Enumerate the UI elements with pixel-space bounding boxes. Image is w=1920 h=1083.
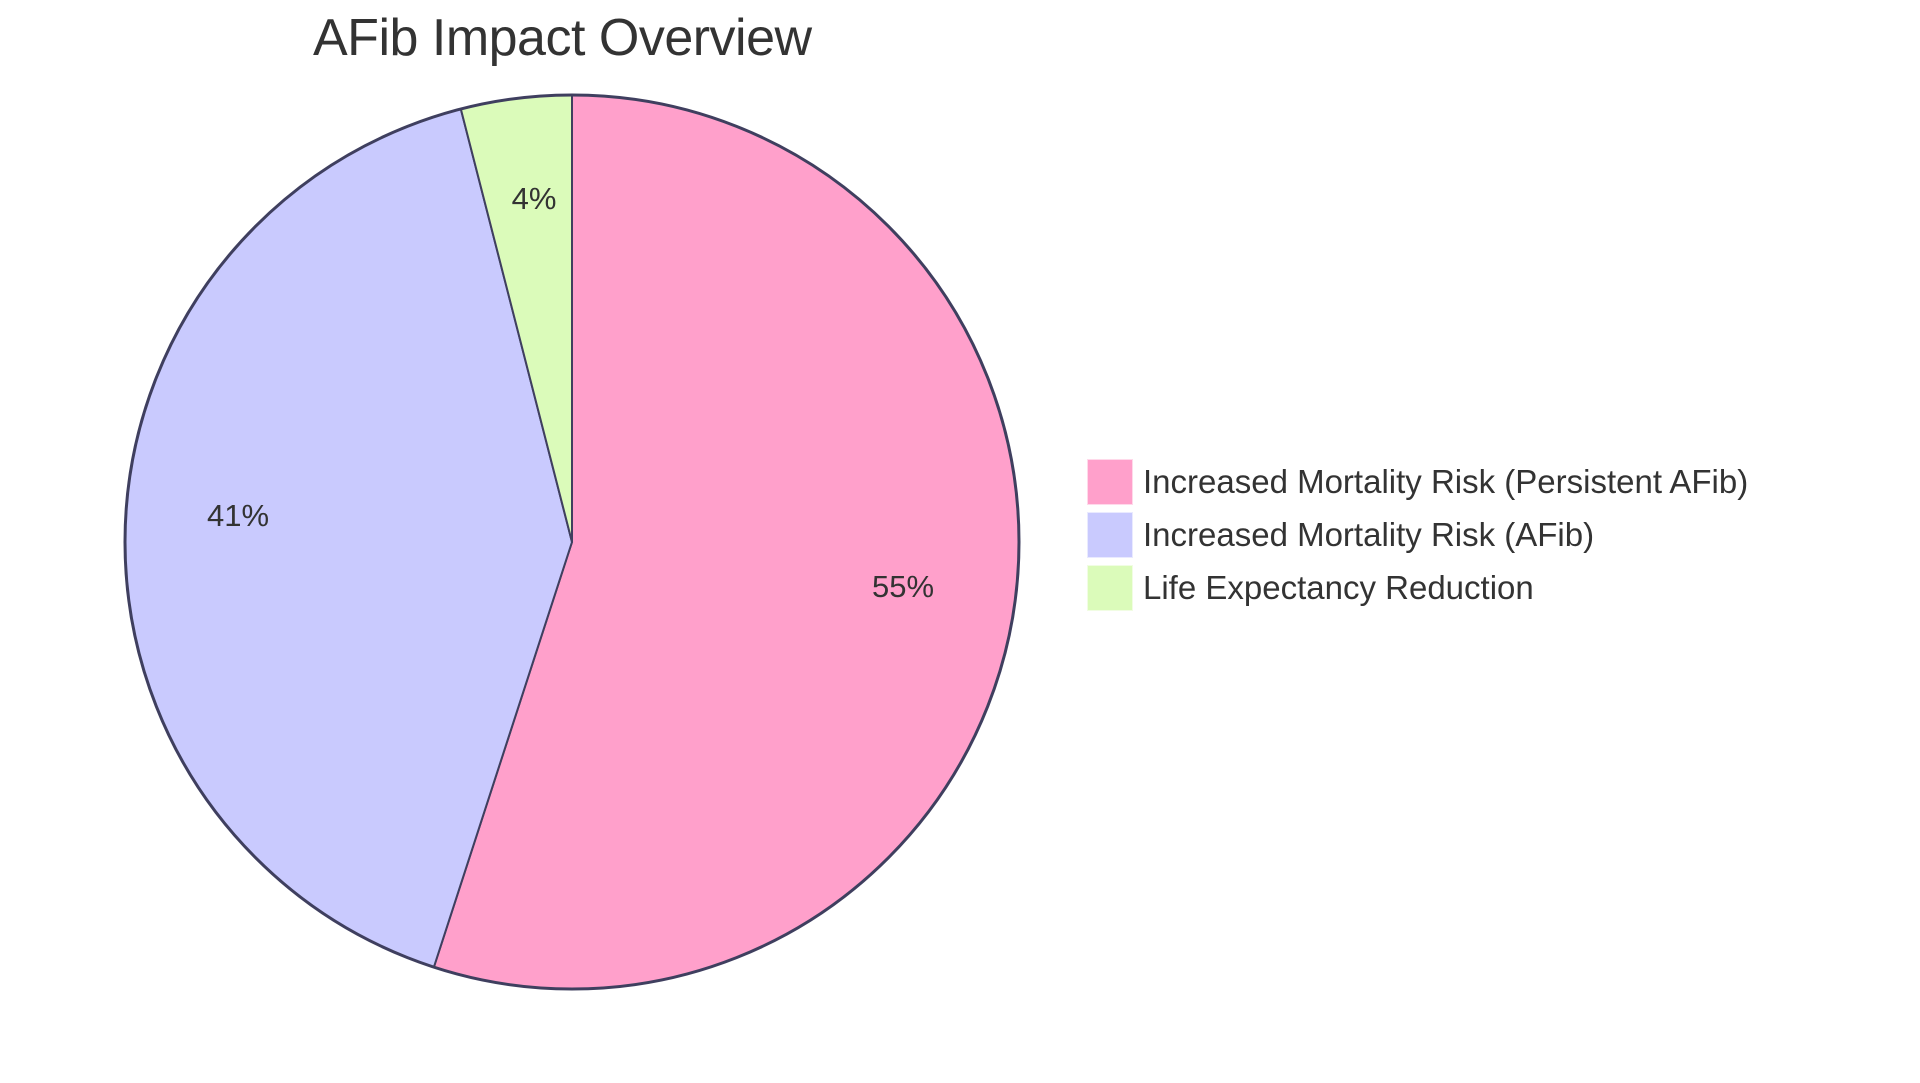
chart-title: AFib Impact Overview bbox=[313, 9, 812, 67]
legend-swatch-lavender bbox=[1087, 512, 1133, 558]
legend-label: Increased Mortality Risk (AFib) bbox=[1143, 516, 1595, 553]
pie-slices bbox=[124, 93, 1021, 990]
slice-label-persistent: 55% bbox=[872, 569, 934, 604]
legend-item-life-expectancy: Life Expectancy Reduction bbox=[1087, 565, 1748, 611]
legend-item-afib: Increased Mortality Risk (AFib) bbox=[1087, 512, 1748, 558]
pie-outline bbox=[123, 93, 1021, 991]
legend: Increased Mortality Risk (Persistent AFi… bbox=[1087, 459, 1748, 618]
legend-swatch-green bbox=[1087, 565, 1133, 611]
slice-label-afib: 41% bbox=[207, 498, 269, 533]
legend-label: Increased Mortality Risk (Persistent AFi… bbox=[1143, 463, 1749, 500]
legend-item-persistent: Increased Mortality Risk (Persistent AFi… bbox=[1087, 459, 1748, 505]
legend-label: Life Expectancy Reduction bbox=[1143, 569, 1534, 606]
slice-label-life-expectancy: 4% bbox=[512, 181, 557, 216]
legend-swatch-pink bbox=[1087, 459, 1133, 505]
